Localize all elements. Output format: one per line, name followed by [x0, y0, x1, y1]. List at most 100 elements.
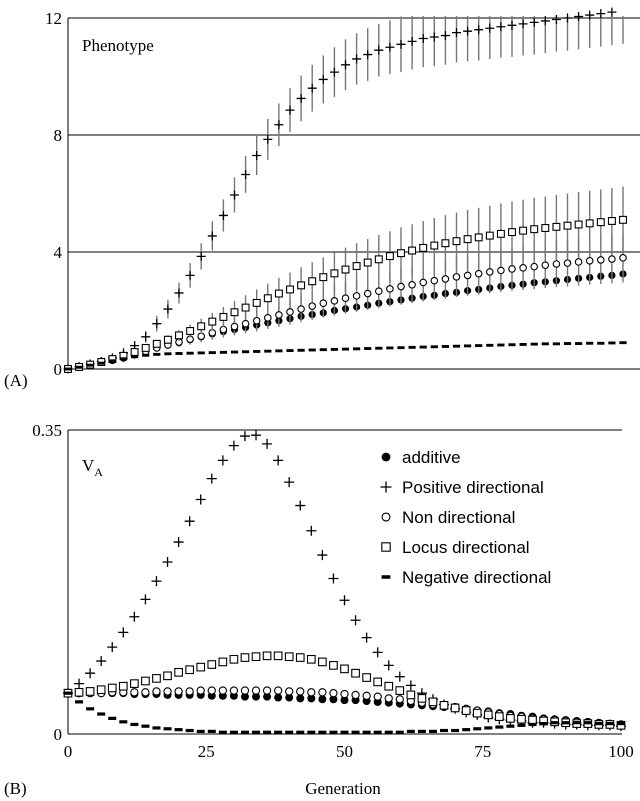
point-positive_directional-5 [118, 627, 129, 638]
legend-marker-additive [381, 452, 391, 462]
point-locus_directional-41 [517, 714, 526, 724]
point-locus_directional-20 [286, 285, 294, 294]
legend-marker-locus_directional [381, 542, 391, 552]
point-locus_directional-29 [384, 681, 394, 691]
y-tick-label-1: 0.35 [32, 421, 62, 440]
point-locus_directional-9 [163, 671, 172, 681]
point-negative_directional-16 [240, 730, 249, 734]
panel-a-label: (A) [4, 371, 28, 390]
point-negative_directional-38 [484, 726, 493, 730]
point-negative_directional-42 [530, 342, 538, 346]
legend-marker-non_directional [381, 512, 391, 522]
point-locus_directional-8 [152, 339, 161, 348]
point-negative_directional-28 [373, 730, 382, 734]
point-locus_directional-42 [528, 715, 537, 725]
point-positive_directional-4 [107, 642, 118, 653]
point-locus_directional-1 [74, 687, 84, 697]
point-negative_directional-39 [495, 725, 504, 729]
point-non_directional-10 [174, 687, 183, 696]
point-locus_directional-41 [519, 226, 528, 235]
point-locus_directional-22 [306, 654, 316, 664]
point-locus_directional-14 [219, 312, 228, 321]
point-positive_directional-20 [285, 105, 295, 115]
point-positive_directional-17 [251, 430, 262, 441]
point-locus_directional-13 [207, 660, 217, 669]
point-negative_directional-20 [285, 730, 294, 734]
point-positive_directional-42 [529, 17, 539, 27]
point-negative_directional-15 [229, 730, 238, 734]
point-non_directional-25 [341, 294, 350, 303]
point-positive_directional-12 [196, 251, 206, 261]
point-non_directional-16 [240, 686, 250, 695]
point-locus_directional-47 [585, 219, 594, 228]
point-non_directional-46 [574, 258, 583, 266]
point-negative_directional-48 [594, 721, 603, 726]
point-negative_directional-7 [142, 353, 150, 357]
point-non_directional-29 [384, 694, 393, 703]
point-locus_directional-42 [530, 225, 539, 234]
point-negative_directional-9 [164, 352, 172, 356]
point-non_directional-19 [275, 311, 283, 319]
point-positive_directional-13 [207, 231, 217, 241]
point-positive_directional-16 [239, 431, 250, 442]
point-locus_directional-27 [363, 258, 372, 267]
series-negative_directional [64, 691, 625, 734]
point-non_directional-28 [373, 692, 382, 701]
point-negative_directional-49 [608, 341, 616, 345]
point-negative_directional-47 [586, 341, 594, 345]
point-positive_directional-41 [518, 19, 528, 29]
point-locus_directional-7 [141, 343, 150, 352]
point-locus_directional-18 [263, 294, 272, 303]
point-locus_directional-12 [197, 322, 206, 331]
point-positive_directional-48 [596, 9, 606, 19]
point-negative_directional-24 [330, 347, 338, 351]
point-positive_directional-28 [374, 45, 384, 55]
point-negative_directional-50 [619, 341, 627, 345]
point-negative_directional-5 [119, 357, 128, 361]
point-non_directional-13 [207, 686, 216, 695]
point-negative_directional-6 [130, 722, 139, 727]
x-axis-label: Generation [305, 779, 381, 798]
legend-label-non_directional: Non directional [402, 508, 515, 527]
point-locus_directional-3 [96, 685, 106, 695]
series-positive_directional [63, 7, 624, 374]
point-negative_directional-24 [329, 730, 338, 734]
point-non_directional-34 [441, 275, 450, 283]
point-positive_directional-46 [574, 12, 584, 22]
point-non_directional-42 [530, 262, 538, 271]
point-positive_directional-25 [341, 60, 350, 70]
point-positive_directional-15 [228, 440, 239, 451]
point-negative_directional-27 [364, 347, 372, 350]
point-non_directional-39 [497, 266, 505, 275]
point-locus_directional-2 [85, 687, 95, 696]
point-positive_directional-21 [295, 500, 306, 511]
point-negative_directional-4 [108, 359, 116, 363]
point-negative_directional-13 [207, 729, 216, 733]
point-additive-21 [296, 694, 305, 703]
point-negative_directional-10 [174, 728, 183, 732]
point-positive_directional-13 [206, 473, 217, 484]
point-positive_directional-24 [329, 67, 339, 77]
point-locus_directional-19 [273, 651, 283, 661]
point-positive_directional-31 [405, 680, 416, 691]
point-positive_directional-19 [273, 455, 284, 466]
point-additive-22 [307, 694, 316, 703]
point-non_directional-50 [619, 254, 627, 262]
point-negative_directional-13 [208, 351, 216, 355]
point-positive_directional-9 [163, 304, 173, 314]
point-non_directional-44 [552, 260, 561, 268]
point-non_directional-38 [486, 268, 494, 276]
point-locus_directional-46 [574, 220, 583, 229]
point-negative_directional-47 [583, 721, 592, 725]
y-tick-label-3: 12 [45, 9, 62, 28]
point-negative_directional-9 [163, 727, 172, 731]
point-negative_directional-10 [175, 352, 183, 355]
point-positive_directional-35 [452, 28, 461, 38]
point-positive_directional-27 [361, 632, 372, 643]
point-negative_directional-45 [561, 721, 570, 725]
point-negative_directional-2 [86, 363, 94, 367]
point-locus_directional-26 [351, 668, 360, 678]
point-positive_directional-33 [429, 32, 439, 42]
point-locus_directional-32 [417, 694, 427, 703]
